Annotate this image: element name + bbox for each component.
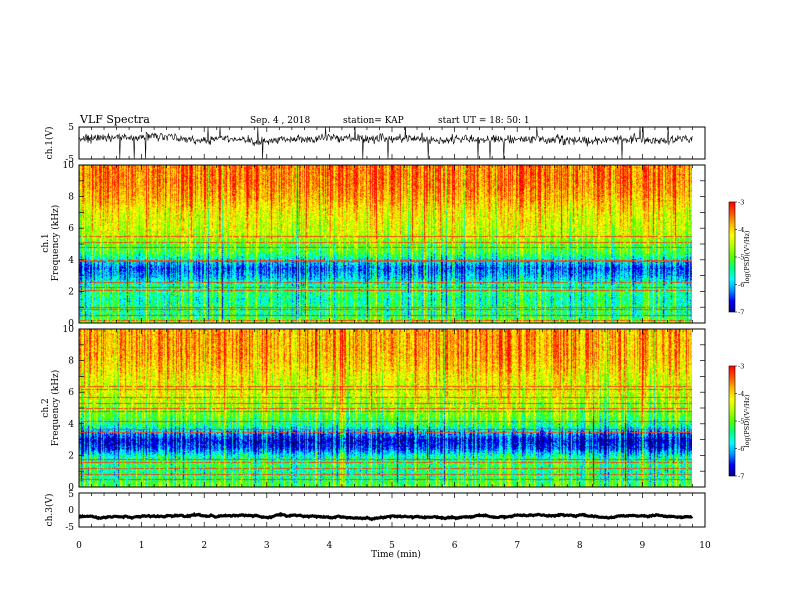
ch3-ytick-middle: 0 [68, 506, 74, 516]
ch2-colorbar [728, 365, 736, 477]
spectrogram-raster [79, 329, 692, 487]
ytick-label: 8 [68, 193, 74, 203]
colorbar-tick-label: -3 [738, 199, 744, 207]
colorbar-tick-label: -6 [738, 445, 744, 453]
ch2-channel-label: ch.2 [41, 398, 51, 417]
ch1-ytick-top: 5 [68, 123, 74, 133]
colorbar-tick-label: -4 [738, 390, 744, 398]
ytick-label: 6 [68, 224, 74, 234]
ytick-label: 8 [68, 357, 74, 367]
ch1-waveform-trace [78, 126, 693, 160]
ytick-label: 10 [63, 161, 75, 171]
ch3-waveform-frame [78, 492, 706, 528]
ch2-spectrogram-image [79, 329, 692, 487]
x-tick-label: 2 [201, 541, 207, 551]
x-tick-label: 10 [699, 541, 711, 551]
ch2-spectrogram-ticks [78, 328, 706, 488]
ch3-waveform-panel: 5 0 -5 ch.3(V) [44, 490, 706, 533]
ch3-waveform-ticks [78, 493, 706, 527]
x-axis-label: Time (min) [371, 549, 421, 560]
x-tick-label: 4 [327, 541, 333, 551]
ch2-colorbar-ticks: -3 -4 -5 -6 -7 [735, 363, 744, 481]
colorbar-tick-label: -5 [738, 418, 744, 426]
colorbar-tick-label: -6 [738, 281, 744, 289]
x-tick-label: 7 [514, 541, 520, 551]
x-tick-label: 0 [76, 541, 82, 551]
ytick-label: 2 [68, 451, 74, 461]
ch1-channel-label: ch.1 [41, 233, 51, 252]
figure-title: VLF Spectra [79, 113, 150, 126]
ytick-label: 4 [68, 420, 74, 430]
ytick-label: 0 [68, 319, 74, 329]
ytick-label: 10 [63, 325, 75, 335]
ch2-colorbar-label: log(PSD)(V²/Hz) [743, 394, 751, 447]
ch1-waveform-ticks [78, 127, 706, 159]
ch2-spectrogram-ytick-labels: 0 2 4 6 8 10 [63, 325, 75, 493]
ch3-ytick-top: 5 [68, 490, 74, 500]
x-tick-label: 9 [640, 541, 646, 551]
ch3-waveform-ylabel: ch.3(V) [44, 494, 55, 527]
spectrogram-raster [79, 165, 692, 323]
ytick-label: 4 [68, 256, 74, 266]
ch1-colorbar-label: log(PSD)(V²/Hz) [743, 230, 751, 283]
ch2-frequency-label: Frequency (kHz) [50, 370, 61, 447]
colorbar-tick-label: -3 [738, 363, 744, 371]
x-tick-label: 1 [139, 541, 145, 551]
x-tick-label: 8 [577, 541, 583, 551]
x-tick-labels: 0 1 2 3 4 5 6 7 8 9 10 [76, 541, 711, 551]
ch1-ytick-bottom: -5 [65, 155, 74, 165]
ch1-colorbar [728, 201, 736, 313]
colorbar-tick-label: -7 [738, 309, 744, 317]
ch3-ytick-bottom: -5 [65, 523, 74, 533]
station-label: station= KAP [343, 116, 404, 126]
start-time-label: start UT = 18: 50: 1 [438, 116, 530, 126]
ytick-label: 0 [68, 483, 74, 493]
ch3-waveform-trace [78, 511, 694, 522]
ch1-frequency-label: Frequency (kHz) [50, 205, 61, 282]
x-tick-label: 5 [389, 541, 395, 551]
x-tick-label: 3 [264, 541, 270, 551]
ytick-label: 2 [68, 287, 74, 297]
ch1-colorbar-ticks: -3 -4 -5 -6 -7 [735, 199, 744, 317]
colorbar-tick-label: -5 [738, 254, 744, 262]
ch1-spectrogram-ytick-labels: 0 2 4 6 8 10 [63, 161, 75, 329]
ytick-label: 6 [68, 388, 74, 398]
ch1-spectrogram-image [79, 165, 692, 323]
ch1-spectrogram-ticks [78, 164, 706, 324]
ch1-waveform-ylabel: ch.1(V) [44, 127, 55, 160]
colorbar-tick-label: -4 [738, 226, 744, 234]
x-tick-label: 6 [452, 541, 458, 551]
colorbar-tick-label: -7 [738, 473, 744, 481]
ch1-waveform-panel: 5 -5 ch.1(V) [44, 123, 706, 165]
date-label: Sep. 4 , 2018 [250, 116, 310, 126]
